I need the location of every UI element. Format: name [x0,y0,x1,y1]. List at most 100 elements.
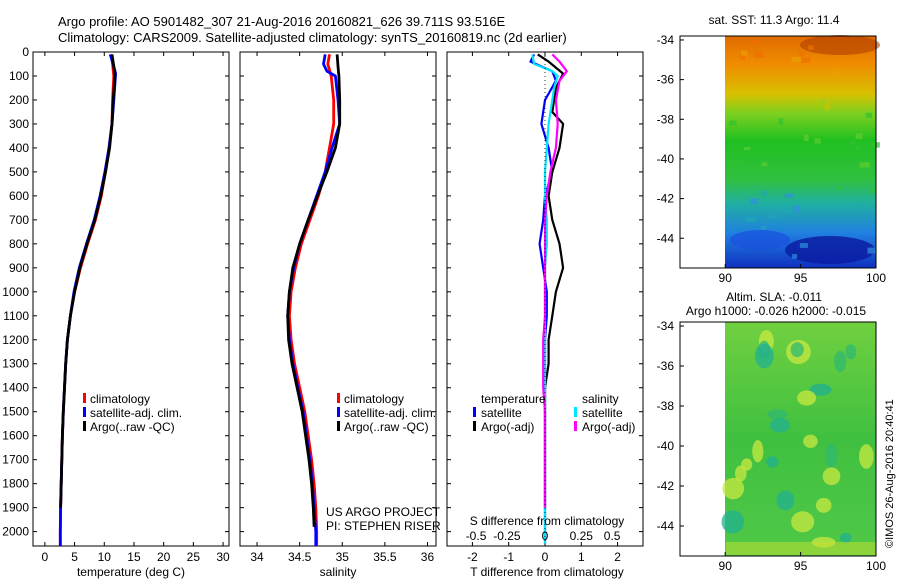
title-line-2: Climatology: CARS2009. Satellite-adjuste… [58,30,567,45]
sst-pixel [761,226,767,230]
sst-pixel [798,165,804,170]
sst-pixel [820,100,827,104]
map-y-tick-label: -38 [657,399,675,413]
sst-pixel [761,162,768,167]
project-annotation-line-2: PI: STEPHEN RISER [326,519,441,533]
y-tick-label: 1100 [3,309,29,323]
x-tick-label: 35.5 [373,550,397,564]
map-x-tick-label: 90 [719,559,733,573]
difference-legend: temperature satellite Argo(-adj) salinit… [473,392,635,434]
sla-patch [803,434,818,448]
x-tick-label: 5 [71,550,78,564]
sst-pixel [859,162,870,168]
x-tick-label: 2 [614,550,621,564]
sst-pixel [779,91,785,98]
sst-pixel [791,56,802,63]
sst-pixel [740,50,748,57]
sst-pixel [848,140,856,146]
sla-patch [815,497,832,513]
legend-label-climatology: climatology [344,392,404,406]
series-line-argo-raw-qc- [59,54,117,508]
y-tick-label: 400 [9,141,29,155]
sla-map-title: Altim. SLA: -0.011 [726,290,822,304]
sst-pixel [761,190,767,196]
sla-patch [797,390,817,406]
sst-heatmap-texture [729,35,880,264]
legend-label-temp-argo: Argo(-adj) [481,420,534,434]
salinity-xlabel: salinity [320,565,357,579]
map-y-tick-label: -34 [657,319,675,333]
difference-xlabel: T difference from climatology [470,565,624,579]
sst-pixel [837,186,843,191]
legend-swatch-sal-argo [574,421,577,431]
salinity-legend: climatology satellite-adj. clim. Argo(..… [337,392,436,434]
x-tick-label: 0 [542,550,549,564]
map-x-tick-label: 90 [719,271,733,285]
title-line-1: Argo profile: AO 5901482_307 21-Aug-2016… [58,14,506,29]
map-y-tick-label: -36 [657,359,675,373]
y-tick-label: 500 [9,165,29,179]
sla-patch [769,418,791,433]
sst-pixel [807,45,814,50]
sst-pixel [799,51,805,57]
sst-pixel [746,217,756,222]
x-tick-label: 10 [98,550,112,564]
x-tick-label: 35 [336,550,350,564]
legend-label-argo: Argo(..raw -QC) [344,420,429,434]
sst-pixel [814,138,821,144]
legend-label-sal-argo: Argo(-adj) [582,420,635,434]
sla-patch [767,409,788,420]
map-y-tick-label: -42 [657,479,675,493]
top-x-tick-label: -0.25 [493,529,521,543]
x-tick-label: 36 [421,550,435,564]
x-tick-label: 20 [157,550,171,564]
sla-map-frame [679,321,877,557]
x-tick-label: 34 [250,550,264,564]
map-y-tick-label: -38 [657,112,675,126]
map-y-tick-label: -40 [657,152,675,166]
x-tick-label: 30 [216,550,230,564]
sst-pixel [834,69,841,76]
sst-map-title: sat. SST: 11.3 Argo: 11.4 [709,13,840,27]
y-tick-label: 0 [22,45,29,59]
top-x-tick-label: 0.25 [570,529,594,543]
y-tick-label: 1400 [2,381,29,395]
sst-pixel [804,134,809,142]
map-y-tick-label: -44 [657,231,675,245]
sla-patch [726,542,876,555]
sst-pixel [750,198,759,205]
legend-swatch-satellite [337,407,340,417]
map-x-tick-label: 95 [794,271,808,285]
legend-title-salinity: salinity [582,392,619,406]
difference-panel: -2 -1 0 1 2 T difference from climatology S … [446,51,644,579]
sst-pixel [753,51,764,59]
sla-patch [859,444,874,469]
y-tick-label: 1000 [2,285,29,299]
sla-patch [825,443,838,468]
sla-patch [822,467,841,486]
legend-label-satellite: satellite-adj. clim. [90,406,182,420]
sst-map-panel: sat. SST: 11.3 Argo: 11.4 -34 -36 -38 -40 -4… [657,13,887,285]
sst-pixel [855,145,861,151]
top-x-tick-label: 0.5 [604,529,621,543]
legend-swatch-argo [337,421,340,431]
sst-pixel [793,205,800,213]
sla-patch [776,490,795,511]
x-tick-label: 0 [42,550,49,564]
sst-pixel [870,187,876,194]
sla-patch [741,458,753,471]
legend-swatch-temp-satellite [473,407,476,417]
sla-patch [809,383,832,396]
legend-label-argo: Argo(..raw -QC) [90,420,175,434]
sst-pixel [768,215,777,219]
sla-patch [752,440,764,463]
y-tick-label: 200 [9,93,29,107]
sla-map-subtitle: Argo h1000: -0.026 h2000: -0.015 [686,304,866,318]
sst-heatmap [725,36,876,268]
sst-pixel [799,243,808,248]
sst-map-frame [679,35,877,269]
sst-pixel [791,254,798,259]
sst-pixel [729,120,737,126]
sst-cold-patch [730,230,790,250]
series-line-climatology [288,54,336,546]
